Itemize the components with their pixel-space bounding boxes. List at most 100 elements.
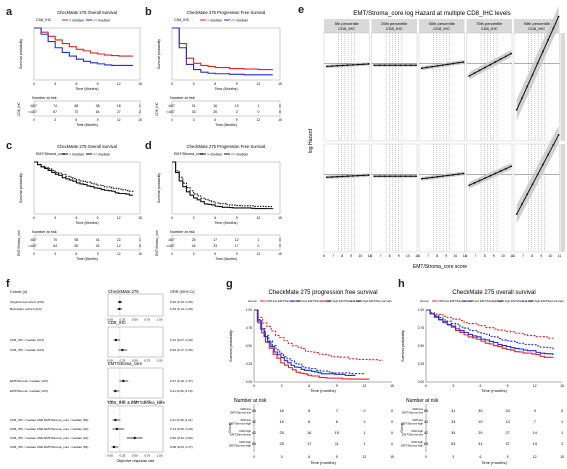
- fit-point: [431, 65, 434, 68]
- fit-point: [510, 165, 512, 168]
- x-tick-label: 6: [371, 254, 373, 258]
- facet-strip-label: CD8_IHC: [338, 26, 355, 31]
- risk-value: 107: [169, 104, 175, 108]
- x-tick-label: 15: [278, 82, 282, 86]
- risk-row-label: >: [30, 104, 32, 108]
- y-tick-label: 0.75: [246, 326, 252, 330]
- orr-text: 0.12 (0.07, 0.20): [170, 338, 193, 342]
- km-curve-1: [254, 309, 370, 380]
- x-tick-label: 9: [398, 254, 400, 258]
- legend-title: Group: [248, 299, 257, 303]
- km-curve-2: [426, 309, 554, 355]
- risk-group-label: CD8-high: [239, 429, 251, 433]
- fit-point: [378, 64, 381, 67]
- fit-point: [473, 72, 476, 75]
- risk-x-tick: 15: [138, 118, 142, 122]
- risk-value: 28: [279, 442, 283, 446]
- risk-value: 0: [257, 244, 259, 248]
- risk-x-tick: 0: [33, 252, 35, 256]
- fit-point: [325, 176, 328, 179]
- x-tick-label: 9: [445, 254, 447, 258]
- risk-x-tick: 3: [54, 252, 56, 256]
- fit-point: [499, 58, 502, 61]
- x-tick-label: 0: [171, 82, 173, 86]
- row-label: EMT/Stroma <median (107): [10, 379, 48, 383]
- x-tick-label: 12: [363, 384, 367, 388]
- legend-title: EMT/Stroma_core: [36, 152, 65, 156]
- risk-x-tick: 3: [452, 455, 454, 459]
- risk-x-tick: 15: [278, 118, 282, 122]
- risk-value: 23: [213, 244, 217, 248]
- risk-group-label: CD8-high: [411, 440, 423, 444]
- risk-value: 8: [308, 420, 310, 424]
- risk-table-title: Number at risk: [170, 96, 195, 100]
- chart-title: CheckMate 275 Progression Free Survival: [187, 10, 266, 15]
- risk-value: 64: [53, 244, 57, 248]
- risk-value: 24: [505, 409, 509, 413]
- fit-point: [325, 65, 328, 68]
- risk-value: 25: [279, 431, 283, 435]
- x-tick-label: 9: [507, 384, 509, 388]
- risk-value: 1: [257, 104, 259, 108]
- legend-label: CD8-low EMT/Stroma-low: [266, 299, 300, 303]
- km-plot-b: CheckMate 275 Progression Free Survival C…: [155, 10, 282, 127]
- fit-point: [478, 179, 481, 182]
- risk-row-label: <=: [28, 110, 32, 114]
- chart-title: CheckMate 275 Overall Survival: [57, 10, 117, 15]
- risk-value: 70: [75, 110, 79, 114]
- km-curve-3: [254, 309, 383, 361]
- orr-point: [112, 445, 116, 449]
- x-tick-label: 0.50: [132, 454, 138, 458]
- fit-point: [415, 64, 417, 67]
- risk-table-title: Number at risk: [32, 230, 57, 234]
- risk-table-title: Number at risk: [170, 230, 195, 234]
- forest-block: [107, 326, 164, 358]
- risk-value: 107: [169, 238, 175, 242]
- risk-group-label: EMT/Stroma-low: [230, 410, 252, 414]
- risk-x-tick: 9: [236, 118, 238, 122]
- risk-x-tick: 6: [479, 455, 481, 459]
- risk-value: 41: [478, 442, 482, 446]
- x-tick-label: 9: [336, 384, 338, 388]
- risk-value: 12: [117, 244, 121, 248]
- x-tick-label: 7: [522, 254, 524, 258]
- legend-title: EMT/Stroma_core: [174, 152, 203, 156]
- fit-point: [441, 64, 444, 67]
- orr-point: [121, 348, 124, 352]
- orr-text: 0.11 (0.05, 0.21): [170, 418, 192, 422]
- x-axis-label: Time (Months): [75, 221, 98, 225]
- risk-value: 38: [96, 104, 100, 108]
- chart-title: EMT/Stroma_core log Hazard at multiple C…: [353, 10, 511, 17]
- risk-x-tick: 12: [117, 118, 121, 122]
- x-tick-label: 0.75: [144, 359, 150, 363]
- x-tick-label: 0: [171, 216, 173, 220]
- x-tick-label: 0.25: [119, 359, 125, 363]
- risk-value: 74: [53, 104, 57, 108]
- risk-table-title: Number at risk: [234, 398, 267, 404]
- risk-value: 33: [451, 420, 455, 424]
- facet-panel: [466, 32, 513, 142]
- x-tick-label: 15: [278, 216, 282, 220]
- fit-point: [357, 63, 360, 66]
- plot-frame: [33, 27, 141, 81]
- y-axis-label: Survival probability: [401, 330, 405, 362]
- fit-point: [468, 184, 471, 187]
- risk-value: 0: [363, 409, 365, 413]
- legend-label-1: > median: [207, 153, 222, 157]
- risk-value: 29: [478, 431, 482, 435]
- risk-group-label: EMT/Stroma-high: [229, 443, 251, 447]
- facet-strip-label: 5th percentile: [335, 21, 360, 26]
- km-plot-a: CheckMate 275 Overall Survival CD8_IHC > m…: [17, 10, 142, 127]
- x-tick-label: 10: [406, 254, 410, 258]
- panel-letter-b: b: [145, 6, 152, 18]
- fit-point: [541, 50, 544, 53]
- facet-strip-label: CD8_IHC: [433, 26, 450, 31]
- header-left: Cohort (n): [10, 290, 28, 294]
- risk-value: 26: [213, 110, 217, 114]
- km-curve-2: [34, 161, 134, 192]
- legend-label: CD8-low EMT/Stroma-low: [438, 299, 472, 303]
- y-tick-label: 0.00: [246, 380, 252, 384]
- risk-value: 13: [505, 420, 509, 424]
- risk-value: 41: [451, 409, 455, 413]
- orr-point: [118, 300, 122, 304]
